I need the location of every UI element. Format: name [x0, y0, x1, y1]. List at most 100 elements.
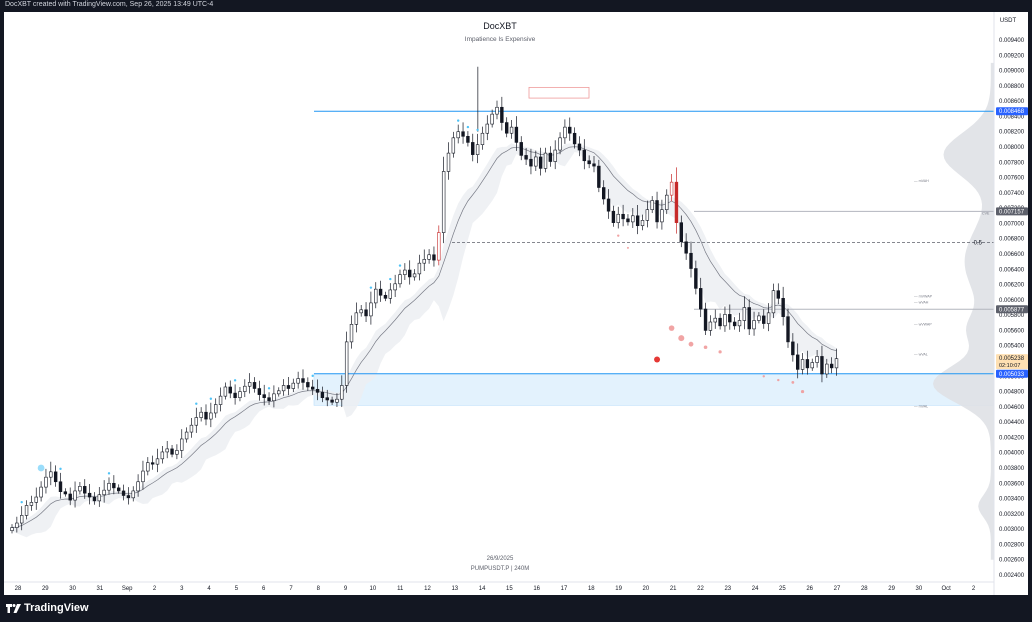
x-tick-label: 20 — [643, 586, 650, 592]
candle — [175, 444, 179, 460]
candle — [471, 133, 475, 162]
candle-body — [150, 462, 155, 465]
candle-body — [73, 490, 77, 501]
candle-body — [543, 152, 548, 169]
candle — [214, 398, 218, 418]
candle — [451, 131, 456, 158]
candle-body — [616, 213, 620, 223]
profile-tag: — mVAH — [914, 179, 929, 183]
candle — [10, 524, 14, 534]
x-tick-label: 11 — [397, 586, 404, 592]
x-tick-label: 2 — [972, 586, 976, 592]
candle-body — [674, 181, 679, 223]
candle — [194, 407, 198, 433]
buy-signal-dot — [457, 119, 460, 122]
price-badge-bg — [996, 207, 1028, 216]
candle — [500, 96, 504, 131]
candle — [766, 303, 771, 332]
candle — [369, 291, 373, 325]
candle-body — [175, 450, 179, 455]
candle-body — [310, 386, 315, 390]
candle-body — [184, 431, 189, 440]
candle-body — [548, 152, 553, 162]
candle — [29, 495, 34, 511]
candle — [315, 379, 320, 401]
candle-body — [791, 341, 795, 356]
candle — [272, 385, 276, 408]
candle — [102, 480, 106, 503]
candle — [635, 204, 640, 235]
candle-body — [68, 493, 72, 501]
candle-body — [635, 215, 640, 227]
candle-body — [553, 149, 557, 162]
candle — [393, 274, 397, 297]
candle — [160, 445, 165, 464]
candle — [78, 481, 82, 495]
y-tick-label: 0.005400 — [999, 344, 1025, 350]
buy-signal-dot — [311, 374, 314, 378]
candle — [660, 199, 664, 230]
candle-body — [606, 198, 611, 212]
candle-body — [626, 218, 630, 223]
candle — [689, 241, 693, 278]
candle — [757, 312, 761, 324]
candle-body — [441, 171, 446, 233]
buy-signal-dot — [37, 464, 45, 472]
candle — [247, 373, 252, 394]
candle-body — [92, 496, 97, 502]
candle-body — [53, 471, 58, 483]
date-label: 26/9/2025 — [487, 556, 514, 562]
moving-average-line — [11, 146, 837, 528]
candle-body — [252, 382, 257, 389]
candle-body — [592, 163, 596, 167]
candle-body — [24, 505, 29, 516]
candle — [708, 315, 713, 336]
chart-panel[interactable]: 0.5 0.009400 0.009200 0.009000 0.008800 0.00… — [4, 12, 1028, 595]
y-tick-label: 0.009400 — [999, 38, 1025, 44]
footer-bar: TradingView — [0, 595, 1032, 622]
candle-body — [689, 252, 693, 269]
price-axis-badge: 0.005033 — [996, 369, 1028, 378]
sell-signal-dot — [668, 325, 675, 331]
candle-body — [136, 481, 140, 492]
level-label: 0.5 — [974, 241, 983, 247]
candle — [286, 376, 291, 396]
candle — [87, 483, 92, 505]
candle-body — [19, 515, 24, 524]
candle — [698, 277, 703, 318]
candles — [10, 66, 839, 534]
candle-body — [582, 149, 587, 162]
candle — [621, 204, 625, 227]
candle-body — [306, 382, 310, 388]
x-tick-label: 28 — [15, 586, 22, 592]
candle — [684, 233, 688, 260]
candle — [407, 260, 412, 285]
candle-body — [446, 152, 451, 172]
candle — [456, 124, 460, 144]
y-tick-label: 0.003000 — [999, 527, 1025, 533]
candle — [117, 484, 121, 494]
candle-body — [354, 312, 359, 325]
candle-body — [437, 232, 441, 261]
candle-body — [34, 496, 38, 503]
candle — [204, 404, 208, 426]
y-tick-label: 0.003200 — [999, 512, 1025, 518]
candle-body — [349, 324, 354, 343]
buy-signal-dot — [369, 286, 373, 289]
candle-body — [829, 363, 834, 369]
candle-body — [63, 491, 68, 495]
x-tick-label: 21 — [670, 586, 677, 592]
currency-label: USDT — [1000, 18, 1017, 24]
buy-signal-dot — [476, 128, 479, 132]
price-badge-text: 0.007157 — [999, 209, 1025, 215]
candle-body — [640, 220, 645, 227]
y-tick-label: 0.007600 — [999, 176, 1025, 182]
price-badge-text: 0.005877 — [999, 307, 1025, 313]
y-tick-label: 0.006600 — [999, 252, 1025, 258]
candle-body — [58, 481, 63, 492]
candle — [534, 150, 538, 171]
candle-body — [214, 404, 218, 414]
candle-body — [524, 155, 528, 160]
signal-dots — [20, 119, 805, 504]
price-chart[interactable]: 0.5 0.0094000.0092000.0090000.0088000.00… — [4, 12, 1028, 595]
